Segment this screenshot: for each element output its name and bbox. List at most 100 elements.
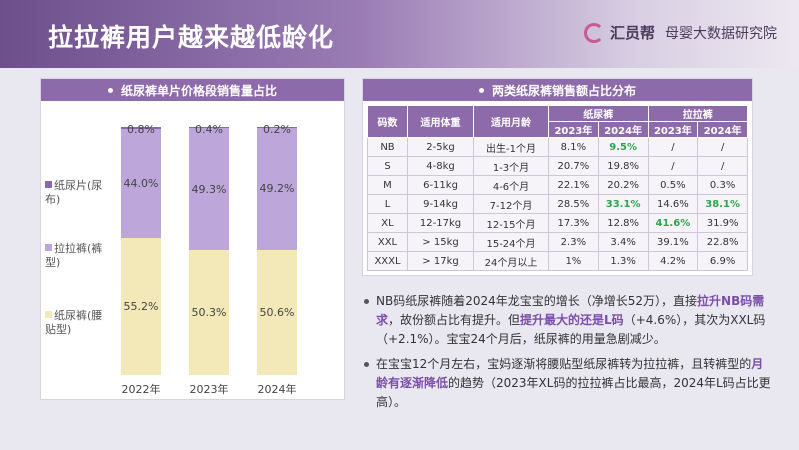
cell-pants-2023: / [647,156,699,176]
cell-diaper-2024: 20.2% [597,175,649,195]
table-row: XXXL > 17kg 24个月以上 1% 1.3% 4.2% 6.9% [367,251,748,271]
brand-logo-icon [583,22,604,43]
legend-item-pad: 纸尿片(尿布) [45,179,107,207]
table-row: XL 12-17kg 12-15个月 17.3% 12.8% 41.6% 31.… [367,213,748,233]
brand-name: 汇员帮 [609,24,655,42]
cell-diaper-2024: 19.8% [597,156,649,176]
data-label: 50.3% [191,306,227,320]
table-panel-header: 两类纸尿裤销售额占比分布 [363,79,752,101]
cell-weight: 6-11kg [407,175,474,195]
insight-note-1: NB码纸尿裤随着2024年龙宝宝的增长（净增长52万），直接拉升NB码需求，故份… [362,292,772,349]
cell-weight: 9-14kg [407,194,474,214]
cell-size: L [367,194,408,214]
table-row: S 4-8kg 1-3个月 20.7% 19.8% / / [367,156,748,176]
cell-pants-2023: 4.2% [647,251,699,271]
cell-diaper-2023: 8.1% [548,137,599,157]
cell-diaper-2024: 33.1% [597,194,649,214]
cell-diaper-2023: 1% [548,251,599,271]
cell-pants-2024: 31.9% [697,213,748,233]
cell-weight: 4-8kg [407,156,474,176]
bar-segment: 50.3% [189,250,229,375]
brand-subtitle: 母婴大数据研究院 [665,25,777,42]
insight-notes: NB码纸尿裤随着2024年龙宝宝的增长（净增长52万），直接拉升NB码需求，故份… [362,292,772,418]
page-title: 拉拉裤用户越来越低龄化 [48,23,335,52]
cell-diaper-2023: 2.3% [548,232,599,252]
data-label: 44.0% [123,177,159,191]
cell-pants-2024: / [697,156,748,176]
header-banner: 拉拉裤用户越来越低龄化 汇员帮 母婴大数据研究院 [0,0,799,68]
legend-item-pants: 拉拉裤(裤型) [45,242,107,270]
cell-age: 1-3个月 [473,156,549,176]
emphasis-text: 月龄有逐渐降低 [376,357,764,390]
legend-swatch-tape [45,311,52,318]
cell-weight: 12-17kg [407,213,474,233]
cell-diaper-2023: 20.7% [548,156,599,176]
cell-weight: > 17kg [407,251,474,271]
cell-diaper-2024: 3.4% [597,232,649,252]
bar-segment [121,127,161,129]
legend-swatch-pants [45,244,52,251]
col-age: 适用月龄 [473,105,549,138]
bar-segment [189,127,229,128]
cell-size: S [367,156,408,176]
col-pants: 拉拉裤 [647,105,748,122]
table-title: 两类纸尿裤销售额占比分布 [491,83,636,98]
x-tick-label: 2022年 [121,383,161,396]
col-pants-2023: 2023年 [647,121,699,138]
data-label: 50.6% [259,305,295,319]
bar-segment: 49.3% [189,128,229,251]
col-pants-2024: 2024年 [697,121,748,138]
cell-pants-2024: 38.1% [697,194,748,214]
cell-diaper-2023: 28.5% [548,194,599,214]
chart-panel-header: 纸尿裤单片价格段销售量占比 [41,79,344,101]
bullet-dot-icon [107,87,113,93]
bar-stack-2024年: 50.6% 49.2% 0.2% [257,123,297,375]
cell-age: 出生-1个月 [473,137,549,157]
cell-age: 12-15个月 [473,213,549,233]
col-diaper-2023: 2023年 [548,121,599,138]
bar-stack-2023年: 50.3% 49.3% 0.4% [189,123,229,375]
cell-pants-2023: 39.1% [647,232,699,252]
cell-size: XXXL [367,251,408,271]
bar-segment: 50.6% [257,249,297,375]
brand: 汇员帮 母婴大数据研究院 [583,22,777,43]
cell-pants-2024: 6.9% [697,251,748,271]
cell-pants-2023: 0.5% [647,175,699,195]
cell-pants-2024: 0.3% [697,175,748,195]
bar-segment: 44.0% [121,129,161,239]
emphasis-text: 提升最大的还是L码 [520,313,624,327]
cell-size: M [367,175,408,195]
table-row: XXL > 15kg 15-24个月 2.3% 3.4% 39.1% 22.8% [367,232,748,252]
data-label: 0.8% [127,123,155,136]
cell-diaper-2024: 12.8% [597,213,649,233]
legend-item-tape: 纸尿裤(腰贴型) [45,309,107,337]
bar-segment: 55.2% [121,238,161,375]
data-label: 49.2% [259,182,295,195]
size-share-table: 码数 适用体重 适用月龄 纸尿裤 拉拉裤 2023年 2024年 2023年 2… [367,105,748,271]
table-row: NB 2-5kg 出生-1个月 8.1% 9.5% / / [367,137,748,157]
col-size: 码数 [367,105,408,138]
cell-size: XL [367,213,408,233]
size-share-table-panel: 两类纸尿裤销售额占比分布 码数 适用体重 适用月龄 纸尿裤 拉拉裤 2023年 … [362,78,753,276]
cell-diaper-2024: 1.3% [597,251,649,271]
price-share-chart-panel: 纸尿裤单片价格段销售量占比 纸尿片(尿布) 拉拉裤(裤型) 纸尿裤(腰贴型) 5… [40,78,345,400]
legend-label: 纸尿片(尿布) [45,179,103,206]
cell-age: 24个月以上 [473,251,549,271]
data-label: 55.2% [123,300,159,314]
cell-pants-2023: 14.6% [647,194,699,214]
data-label: 0.2% [263,123,291,136]
cell-diaper-2023: 22.1% [548,175,599,195]
legend-label: 纸尿裤(腰贴型) [45,309,103,336]
col-weight: 适用体重 [407,105,474,138]
bullet-dot-icon [478,87,484,93]
cell-age: 15-24个月 [473,232,549,252]
insight-note-2: 在宝宝12个月左右，宝妈逐渐将腰贴型纸尿裤转为拉拉裤，且转裤型的月龄有逐渐降低的… [362,355,772,412]
cell-weight: 2-5kg [407,137,474,157]
bar-stack-2022年: 55.2% 44.0% 0.8% [121,123,161,375]
cell-age: 4-6个月 [473,175,549,195]
data-label: 0.4% [195,123,223,136]
cell-age: 7-12个月 [473,194,549,214]
cell-pants-2023: 41.6% [647,213,699,233]
x-tick-label: 2024年 [257,383,297,396]
table-row: M 6-11kg 4-6个月 22.1% 20.2% 0.5% 0.3% [367,175,748,195]
